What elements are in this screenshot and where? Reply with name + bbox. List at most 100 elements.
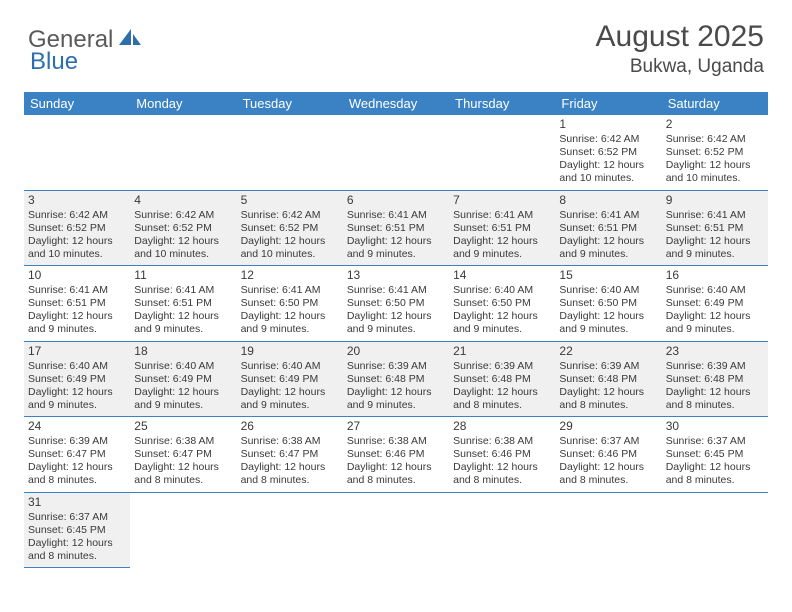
logo-text-blue: Blue [30,48,78,76]
calendar-day-cell: 27Sunrise: 6:38 AMSunset: 6:46 PMDayligh… [343,417,449,493]
day-number: 4 [134,193,232,208]
calendar-day-cell [130,115,236,190]
calendar-day-cell: 26Sunrise: 6:38 AMSunset: 6:47 PMDayligh… [237,417,343,493]
calendar-day-cell [555,492,661,568]
day-info: Sunrise: 6:41 AMSunset: 6:50 PMDaylight:… [347,284,445,337]
day-number: 6 [347,193,445,208]
day-info: Sunrise: 6:39 AMSunset: 6:48 PMDaylight:… [347,360,445,413]
calendar-day-cell: 24Sunrise: 6:39 AMSunset: 6:47 PMDayligh… [24,417,130,493]
day-number: 30 [666,419,764,434]
day-info: Sunrise: 6:37 AMSunset: 6:45 PMDaylight:… [28,511,126,564]
calendar-table: Sunday Monday Tuesday Wednesday Thursday… [24,92,768,568]
day-info: Sunrise: 6:40 AMSunset: 6:49 PMDaylight:… [28,360,126,413]
weekday-header: Monday [130,92,236,115]
calendar-week-row: 3Sunrise: 6:42 AMSunset: 6:52 PMDaylight… [24,190,768,266]
weekday-header: Sunday [24,92,130,115]
weekday-header: Tuesday [237,92,343,115]
calendar-day-cell: 18Sunrise: 6:40 AMSunset: 6:49 PMDayligh… [130,341,236,417]
weekday-header: Friday [555,92,661,115]
day-number: 2 [666,117,764,132]
calendar-day-cell: 19Sunrise: 6:40 AMSunset: 6:49 PMDayligh… [237,341,343,417]
calendar-day-cell: 12Sunrise: 6:41 AMSunset: 6:50 PMDayligh… [237,266,343,342]
day-info: Sunrise: 6:39 AMSunset: 6:48 PMDaylight:… [559,360,657,413]
calendar-week-row: 31Sunrise: 6:37 AMSunset: 6:45 PMDayligh… [24,492,768,568]
day-info: Sunrise: 6:40 AMSunset: 6:50 PMDaylight:… [453,284,551,337]
day-number: 19 [241,344,339,359]
day-number: 25 [134,419,232,434]
day-info: Sunrise: 6:38 AMSunset: 6:46 PMDaylight:… [347,435,445,488]
day-number: 27 [347,419,445,434]
day-number: 23 [666,344,764,359]
day-info: Sunrise: 6:42 AMSunset: 6:52 PMDaylight:… [559,133,657,186]
day-number: 24 [28,419,126,434]
calendar-day-cell: 30Sunrise: 6:37 AMSunset: 6:45 PMDayligh… [662,417,768,493]
month-title: August 2025 [596,20,764,54]
day-info: Sunrise: 6:41 AMSunset: 6:50 PMDaylight:… [241,284,339,337]
calendar-day-cell: 1Sunrise: 6:42 AMSunset: 6:52 PMDaylight… [555,115,661,190]
day-info: Sunrise: 6:38 AMSunset: 6:47 PMDaylight:… [241,435,339,488]
calendar-day-cell [343,115,449,190]
calendar-day-cell: 2Sunrise: 6:42 AMSunset: 6:52 PMDaylight… [662,115,768,190]
day-number: 13 [347,268,445,283]
day-info: Sunrise: 6:40 AMSunset: 6:50 PMDaylight:… [559,284,657,337]
calendar-day-cell: 29Sunrise: 6:37 AMSunset: 6:46 PMDayligh… [555,417,661,493]
day-info: Sunrise: 6:41 AMSunset: 6:51 PMDaylight:… [559,209,657,262]
calendar-day-cell: 20Sunrise: 6:39 AMSunset: 6:48 PMDayligh… [343,341,449,417]
day-number: 15 [559,268,657,283]
calendar-day-cell [237,492,343,568]
day-info: Sunrise: 6:40 AMSunset: 6:49 PMDaylight:… [134,360,232,413]
day-number: 28 [453,419,551,434]
calendar-day-cell: 9Sunrise: 6:41 AMSunset: 6:51 PMDaylight… [662,190,768,266]
day-info: Sunrise: 6:40 AMSunset: 6:49 PMDaylight:… [666,284,764,337]
day-number: 29 [559,419,657,434]
day-info: Sunrise: 6:37 AMSunset: 6:46 PMDaylight:… [559,435,657,488]
day-info: Sunrise: 6:42 AMSunset: 6:52 PMDaylight:… [666,133,764,186]
day-number: 10 [28,268,126,283]
calendar-day-cell: 15Sunrise: 6:40 AMSunset: 6:50 PMDayligh… [555,266,661,342]
day-number: 22 [559,344,657,359]
calendar-day-cell: 23Sunrise: 6:39 AMSunset: 6:48 PMDayligh… [662,341,768,417]
calendar-day-cell: 13Sunrise: 6:41 AMSunset: 6:50 PMDayligh… [343,266,449,342]
header: General August 2025 Bukwa, Uganda [0,0,792,86]
day-number: 31 [28,495,126,510]
day-info: Sunrise: 6:41 AMSunset: 6:51 PMDaylight:… [347,209,445,262]
day-number: 26 [241,419,339,434]
day-number: 5 [241,193,339,208]
calendar-day-cell: 11Sunrise: 6:41 AMSunset: 6:51 PMDayligh… [130,266,236,342]
logo-sail-icon [117,27,143,47]
calendar-day-cell [343,492,449,568]
calendar-day-cell: 25Sunrise: 6:38 AMSunset: 6:47 PMDayligh… [130,417,236,493]
calendar-day-cell: 7Sunrise: 6:41 AMSunset: 6:51 PMDaylight… [449,190,555,266]
day-info: Sunrise: 6:39 AMSunset: 6:47 PMDaylight:… [28,435,126,488]
calendar-week-row: 10 Sunrise: 6:41 AMSunset: 6:51 PMDayligh… [24,266,768,342]
day-info: Sunrise: 6:41 AMSunset: 6:51 PMDaylight:… [666,209,764,262]
day-info: Sunrise: 6:39 AMSunset: 6:48 PMDaylight:… [453,360,551,413]
calendar-day-cell: 3Sunrise: 6:42 AMSunset: 6:52 PMDaylight… [24,190,130,266]
day-info: Sunrise: 6:41 AMSunset: 6:51 PMDaylight:… [134,284,232,337]
day-number: 8 [559,193,657,208]
day-info: Sunrise: 6:41 AMSunset: 6:51 PMDaylight:… [453,209,551,262]
day-number: 18 [134,344,232,359]
day-info: Sunrise: 6:39 AMSunset: 6:48 PMDaylight:… [666,360,764,413]
calendar-day-cell: 28Sunrise: 6:38 AMSunset: 6:46 PMDayligh… [449,417,555,493]
weekday-header: Wednesday [343,92,449,115]
calendar-day-cell [237,115,343,190]
location: Bukwa, Uganda [596,56,764,78]
calendar-day-cell: 17Sunrise: 6:40 AMSunset: 6:49 PMDayligh… [24,341,130,417]
calendar-day-cell [24,115,130,190]
day-number: 16 [666,268,764,283]
calendar-week-row: 24Sunrise: 6:39 AMSunset: 6:47 PMDayligh… [24,417,768,493]
day-info: Sunrise: 6:37 AMSunset: 6:45 PMDaylight:… [666,435,764,488]
day-number: 7 [453,193,551,208]
day-number: 17 [28,344,126,359]
day-info: Sunrise: 6:40 AMSunset: 6:49 PMDaylight:… [241,360,339,413]
day-info: Sunrise: 6:38 AMSunset: 6:47 PMDaylight:… [134,435,232,488]
calendar-day-cell: 6Sunrise: 6:41 AMSunset: 6:51 PMDaylight… [343,190,449,266]
calendar-body: 1Sunrise: 6:42 AMSunset: 6:52 PMDaylight… [24,115,768,568]
calendar-day-cell: 21Sunrise: 6:39 AMSunset: 6:48 PMDayligh… [449,341,555,417]
calendar-day-cell: 8Sunrise: 6:41 AMSunset: 6:51 PMDaylight… [555,190,661,266]
calendar-day-cell: 4Sunrise: 6:42 AMSunset: 6:52 PMDaylight… [130,190,236,266]
calendar-day-cell: 5Sunrise: 6:42 AMSunset: 6:52 PMDaylight… [237,190,343,266]
day-info: Sunrise: 6:42 AMSunset: 6:52 PMDaylight:… [241,209,339,262]
calendar-week-row: 17Sunrise: 6:40 AMSunset: 6:49 PMDayligh… [24,341,768,417]
